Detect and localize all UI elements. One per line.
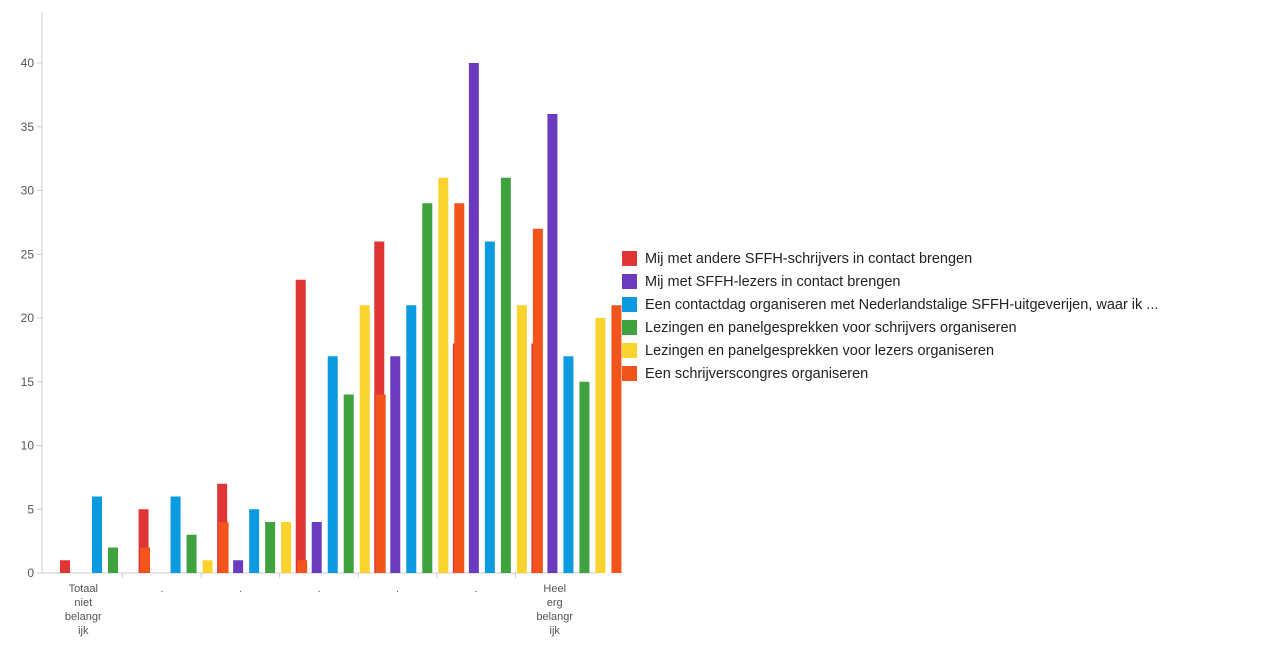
bar-series-3-cat-4 — [327, 356, 338, 573]
bar-series-2-cat-6 — [468, 63, 479, 573]
legend-label: Lezingen en panelgesprekken voor schrijv… — [645, 319, 1017, 336]
y-tick-label: 40 — [21, 56, 35, 70]
x-category-label-line: . — [396, 583, 399, 595]
x-category-label-line: erg — [547, 597, 563, 609]
bar-series-4-cat-6 — [500, 177, 511, 573]
legend-swatch — [622, 297, 637, 312]
x-category-label: Totaal niet belangr ijk — [65, 583, 102, 637]
legend-item: Een contactdag organiseren met Nederland… — [622, 293, 1158, 316]
x-category-label-line: niet — [74, 597, 92, 609]
bar-series-3-cat-3 — [249, 509, 260, 573]
bar-series-6-cat-5 — [454, 203, 465, 573]
legend-label: Mij met andere SFFH-schrijvers in contac… — [645, 250, 973, 267]
legend-swatch — [622, 320, 637, 335]
y-tick-label: 15 — [21, 375, 35, 389]
legend-item: Lezingen en panelgesprekken voor schrijv… — [622, 316, 1158, 339]
x-category-label-line: belangr — [65, 611, 102, 623]
bar-series-1-cat-4 — [295, 279, 306, 573]
y-tick-label: 5 — [27, 502, 34, 516]
x-category-label: Heel erg belangr ijk — [536, 583, 573, 637]
bar-series-6-cat-2 — [218, 522, 229, 573]
bar-series-5-cat-6 — [516, 305, 527, 573]
legend-label: Een contactdag organiseren met Nederland… — [645, 296, 1159, 313]
legend-label: Lezingen en panelgesprekken voor lezers … — [645, 342, 995, 359]
bar-series-6-cat-3 — [297, 560, 308, 573]
bar-series-1-cat-1 — [60, 560, 70, 573]
x-category-label-line: Heel — [543, 583, 566, 595]
bar-series-4-cat-2 — [186, 534, 197, 573]
x-category-label-line: . — [475, 583, 478, 595]
bar-series-2-cat-7 — [547, 114, 558, 573]
bar-series-2-cat-4 — [311, 522, 322, 573]
x-category-label: . — [160, 583, 163, 595]
y-tick-label: 0 — [27, 566, 34, 580]
y-tick-label: 20 — [21, 311, 35, 325]
legend-swatch — [622, 274, 637, 289]
y-tick-label: 25 — [21, 247, 35, 261]
bar-series-3-cat-6 — [484, 241, 495, 573]
x-category-label-line: belangr — [536, 611, 573, 623]
x-category-label-line: ijk — [550, 625, 561, 637]
bar-series-6-cat-4 — [375, 394, 386, 573]
bar-series-3-cat-2 — [170, 496, 181, 573]
bar-series-2-cat-3 — [233, 560, 244, 573]
bar-series-4-cat-1 — [108, 547, 118, 573]
x-category-label-line: . — [160, 583, 163, 595]
chart-legend: Mij met andere SFFH-schrijvers in contac… — [622, 247, 1158, 385]
x-category-label-line: ijk — [78, 625, 89, 637]
chart-labels: 0 5 10 15 20 25 30 35 40 Totaal niet belangr ijk....… — [21, 56, 574, 637]
legend-swatch — [622, 343, 637, 358]
x-category-label-line: . — [317, 583, 320, 595]
x-category-label: . — [317, 583, 320, 595]
chart-bars — [60, 63, 622, 573]
bar-series-4-cat-3 — [265, 522, 276, 573]
legend-item: Mij met andere SFFH-schrijvers in contac… — [622, 247, 1158, 270]
legend-item: Lezingen en panelgesprekken voor lezers … — [622, 339, 1158, 362]
bar-series-2-cat-5 — [390, 356, 401, 573]
bar-series-4-cat-4 — [343, 394, 354, 573]
legend-item: Een schrijverscongres organiseren — [622, 362, 1158, 385]
bar-series-5-cat-7 — [595, 318, 606, 573]
bar-series-6-cat-1 — [140, 547, 150, 573]
bar-series-5-cat-2 — [202, 560, 213, 573]
bar-series-3-cat-1 — [92, 496, 102, 573]
y-tick-label: 35 — [21, 120, 35, 134]
legend-swatch — [622, 366, 637, 381]
bar-series-6-cat-7 — [611, 305, 622, 573]
x-category-label-line: . — [239, 583, 242, 595]
bar-series-5-cat-4 — [359, 305, 370, 573]
x-category-label-line: Totaal — [69, 583, 98, 595]
bar-series-5-cat-3 — [281, 522, 292, 573]
bar-series-3-cat-7 — [563, 356, 574, 573]
y-tick-label: 10 — [21, 439, 35, 453]
legend-label: Een schrijverscongres organiseren — [645, 365, 869, 382]
legend-swatch — [622, 251, 637, 266]
chart-axes — [37, 12, 596, 578]
bar-series-4-cat-7 — [579, 381, 590, 573]
x-category-label: . — [239, 583, 242, 595]
bar-series-3-cat-5 — [406, 305, 417, 573]
bar-series-6-cat-6 — [532, 228, 543, 573]
y-tick-label: 30 — [21, 184, 35, 198]
bar-series-5-cat-5 — [438, 177, 449, 573]
x-category-label: . — [475, 583, 478, 595]
x-category-label: . — [396, 583, 399, 595]
bar-series-1-cat-2 — [138, 509, 149, 573]
legend-label: Mij met SFFH-lezers in contact brengen — [645, 273, 901, 290]
legend-item: Mij met SFFH-lezers in contact brengen — [622, 270, 1158, 293]
bar-series-4-cat-5 — [422, 203, 433, 573]
